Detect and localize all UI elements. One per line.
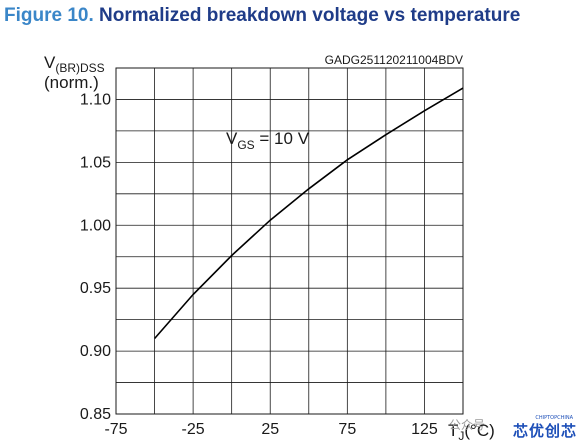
annotation-main: V [226, 129, 238, 148]
y-tick-label: 0.95 [80, 280, 111, 297]
x-axis-label-unit: (°C) [464, 421, 494, 440]
series-line [153, 87, 464, 340]
y-tick-label: 1.05 [80, 154, 111, 171]
annotation-value: = 10 V [255, 129, 310, 148]
y-axis-label: V(BR)DSS [44, 53, 105, 75]
figure-code: GADG251120211004BDV [325, 53, 463, 67]
y-axis-unit: (norm.) [44, 73, 99, 92]
annotation-vgs: VGS = 10 V [226, 129, 310, 152]
x-tick-label: 25 [261, 421, 279, 438]
x-tick-label: -25 [182, 421, 205, 438]
brand-watermark: 芯优创芯 [512, 422, 577, 440]
y-tick-labels: 0.85 0.90 0.95 1.00 1.05 1.10 [80, 91, 111, 423]
x-tick-label: 125 [411, 421, 438, 438]
y-axis-label-main: V [44, 53, 56, 72]
y-tick-label: 1.00 [80, 217, 111, 234]
y-tick-label: 0.90 [80, 343, 111, 360]
x-axis-label-sub: J [458, 429, 464, 443]
x-tick-label: -75 [104, 421, 127, 438]
y-tick-label: 1.10 [80, 91, 111, 108]
x-tick-labels: -75 -25 25 75 125 [104, 421, 437, 438]
x-axis-label-main: T [448, 421, 458, 440]
plot-frame [115, 67, 464, 415]
figure-caption: Normalized breakdown voltage vs temperat… [99, 5, 521, 26]
x-axis-label: TJ(°C) [448, 421, 495, 443]
y-axis-label-sub: (BR)DSS [55, 61, 104, 75]
x-tick-label: 75 [338, 421, 356, 438]
annotation-sub: GS [237, 138, 254, 152]
wechat-watermark: 公众号 [448, 418, 485, 432]
figure-title: Figure 10. Normalized breakdown voltage … [4, 4, 520, 28]
y-tick-label: 0.85 [80, 406, 111, 423]
figure-number: Figure 10. [4, 5, 94, 26]
brand-subtitle: CHIPTOPCHINA [535, 415, 573, 421]
